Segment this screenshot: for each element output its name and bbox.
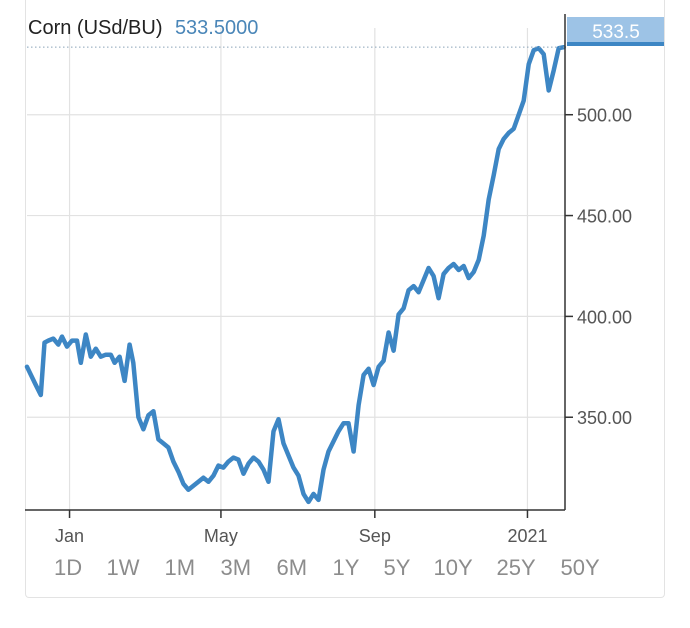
x-tick-label: 2021 [507, 526, 547, 546]
range-button-1m[interactable]: 1M [164, 555, 196, 580]
grid [27, 28, 565, 510]
range-button-5y[interactable]: 5Y [383, 555, 411, 580]
range-button-1w[interactable]: 1W [106, 555, 140, 580]
x-tick-label: Sep [359, 526, 391, 546]
instrument-name: Corn (USd/BU) [28, 17, 162, 39]
range-button-6m[interactable]: 6M [276, 555, 308, 580]
x-tick-label: May [204, 526, 238, 546]
price-tag-value: 533.5 [592, 22, 640, 43]
time-range-selector: 1D 1W 1M 3M 6M 1Y 5Y 10Y 25Y 50Y [0, 552, 690, 584]
y-tick-label: 350.00 [577, 408, 632, 428]
range-button-10y[interactable]: 10Y [433, 555, 473, 580]
range-button-25y[interactable]: 25Y [496, 555, 536, 580]
x-axis-ticks: Jan May Sep 2021 [55, 510, 547, 546]
chart-title: Corn (USd/BU) 533.5000 [28, 17, 258, 39]
y-tick-label: 400.00 [577, 307, 632, 327]
instrument-price: 533.5000 [175, 17, 258, 39]
chart-card [25, 0, 665, 598]
y-axis-ticks: 350.00 400.00 450.00 500.00 [565, 106, 632, 428]
range-button-1d[interactable]: 1D [54, 555, 83, 580]
y-tick-label: 500.00 [577, 106, 632, 126]
range-button-50y[interactable]: 50Y [560, 555, 600, 580]
range-button-1y[interactable]: 1Y [332, 555, 360, 580]
price-line-series[interactable] [24, 44, 566, 505]
range-button-3m[interactable]: 3M [220, 555, 252, 580]
y-tick-label: 450.00 [577, 207, 632, 227]
x-tick-label: Jan [55, 526, 84, 546]
price-chart: 350.00 400.00 450.00 500.00 Jan May Sep 2021 5… [24, 14, 664, 546]
price-tag: 533.5 [567, 17, 664, 46]
